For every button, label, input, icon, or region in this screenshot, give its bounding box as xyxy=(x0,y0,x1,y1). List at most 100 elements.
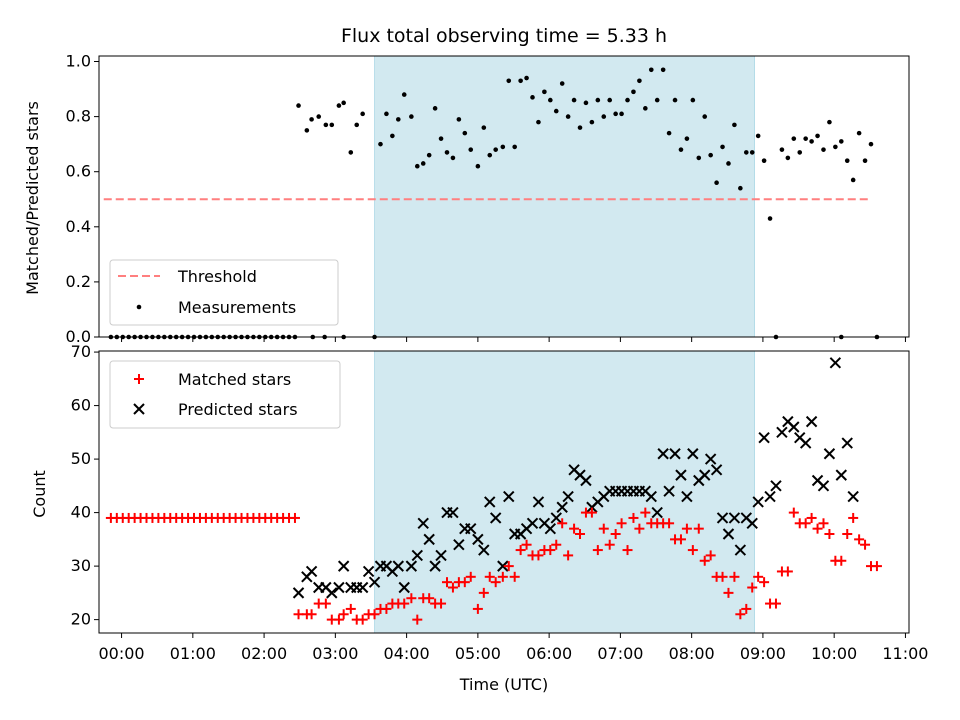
predicted-star-point xyxy=(292,587,305,599)
predicted-stroke xyxy=(651,506,663,519)
predicted-star-point xyxy=(489,512,502,524)
predicted-stroke xyxy=(292,587,305,599)
matched-star-point xyxy=(338,609,349,620)
predicted-star-point xyxy=(478,544,490,556)
predicted-stroke xyxy=(568,464,580,476)
measurement-point xyxy=(506,78,512,84)
matched-star-point xyxy=(357,614,368,625)
predicted-stroke xyxy=(423,533,435,546)
measurement-point xyxy=(779,147,785,152)
predicted-stroke xyxy=(716,512,729,524)
measurement-point xyxy=(426,152,432,158)
predicted-stroke xyxy=(392,560,405,572)
axes-frame xyxy=(98,55,910,338)
measurement-point xyxy=(809,139,814,144)
measurement-point xyxy=(797,150,803,155)
matched-star-point xyxy=(557,518,568,529)
axes-frame xyxy=(98,350,910,634)
predicted-stroke xyxy=(398,581,410,594)
predicted-star-point xyxy=(799,437,812,449)
matched-star-point xyxy=(521,539,532,550)
measurement-point xyxy=(702,114,708,119)
legend-threshold-label: Threshold xyxy=(177,267,257,286)
predicted-stroke xyxy=(550,512,562,524)
measurement-point xyxy=(732,122,737,128)
predicted-star-point xyxy=(752,496,764,508)
predicted-star-point xyxy=(728,512,741,524)
matched-star-point xyxy=(509,571,520,582)
measurement-point xyxy=(354,122,360,128)
predicted-stroke xyxy=(675,469,687,481)
matched-star-point xyxy=(860,539,871,550)
measurement-point xyxy=(409,114,414,119)
y-tick-label: 40 xyxy=(71,503,91,522)
predicted-star-point xyxy=(362,565,375,578)
matched-star-point xyxy=(770,598,781,609)
matched-star-point xyxy=(490,577,501,588)
predicted-star-point xyxy=(651,506,663,519)
predicted-star-point xyxy=(356,581,369,594)
predicted-stroke xyxy=(337,560,350,572)
matched-star-point xyxy=(586,507,597,518)
measurement-point xyxy=(571,97,577,103)
predicted-stroke xyxy=(447,506,459,519)
measurement-point xyxy=(815,133,820,139)
measurement-point xyxy=(684,136,690,141)
predicted-stroke xyxy=(556,501,568,513)
x-tick-label: 07:00 xyxy=(597,644,643,663)
predicted-stroke xyxy=(453,539,465,551)
predicted-star-point xyxy=(333,581,345,594)
measurement-point xyxy=(390,133,395,139)
predicted-stroke xyxy=(847,490,859,503)
measurement-point xyxy=(468,147,474,152)
predicted-star-point xyxy=(368,576,381,588)
measurement-point xyxy=(524,75,529,81)
predicted-stroke xyxy=(478,544,490,556)
matched-star-point xyxy=(705,550,716,561)
matched-star-point xyxy=(735,609,746,620)
predicted-stroke xyxy=(639,485,652,497)
predicted-stroke xyxy=(782,415,794,428)
predicted-stroke xyxy=(333,581,345,594)
bottom-panel-counts: 20 30 40 50 60 70 00:00 01:00 02:00 03:00 04:00 05:… xyxy=(71,342,929,663)
matched-star-point xyxy=(575,529,586,540)
predicted-star-point xyxy=(337,560,350,572)
predicted-stroke xyxy=(829,357,842,369)
matched-star-point xyxy=(533,550,544,561)
predicted-star-point xyxy=(417,517,429,530)
predicted-stroke xyxy=(497,560,509,572)
matched-star-point xyxy=(465,571,476,582)
measurement-point xyxy=(720,144,725,150)
matched-star-point xyxy=(824,529,835,540)
y-tick-label: 20 xyxy=(71,610,91,629)
measurement-point xyxy=(309,117,314,122)
y-tick-label: 50 xyxy=(71,449,91,468)
predicted-stroke xyxy=(405,560,418,572)
predicted-star-point xyxy=(823,448,836,460)
measurement-point xyxy=(432,106,438,111)
x-tick-label: 09:00 xyxy=(740,644,786,663)
predicted-stroke xyxy=(305,565,318,578)
legend-frame xyxy=(109,259,339,326)
predicted-star-point xyxy=(497,560,509,572)
predicted-stroke xyxy=(663,485,675,497)
measurement-point xyxy=(833,144,838,150)
measurement-point xyxy=(767,216,773,221)
predicted-stroke xyxy=(526,517,539,530)
matched-star-point xyxy=(545,545,556,556)
measurement-point xyxy=(666,130,672,136)
measurement-point xyxy=(643,106,648,111)
measurement-point xyxy=(637,78,642,84)
measurement-point xyxy=(296,103,301,108)
predicted-star-point xyxy=(805,415,818,428)
x-tick-label: 10:00 xyxy=(811,644,857,663)
predicted-stroke xyxy=(362,565,375,578)
matched-star-point xyxy=(812,523,823,534)
measurement-point xyxy=(530,95,535,100)
predicted-stroke xyxy=(580,474,592,487)
predicted-stroke xyxy=(465,522,477,535)
predicted-star-point xyxy=(687,448,699,460)
predicted-stroke xyxy=(429,560,441,572)
measurement-point xyxy=(336,103,342,108)
matched-star-point xyxy=(563,550,574,561)
